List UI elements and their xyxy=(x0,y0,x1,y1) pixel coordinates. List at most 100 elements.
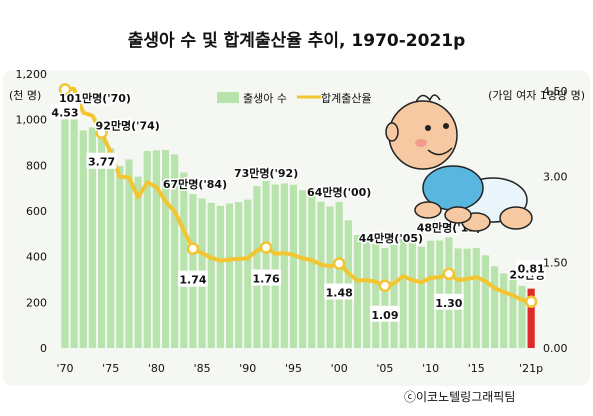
rate-marker xyxy=(442,267,456,281)
rate-label-box xyxy=(177,270,208,287)
left-axis-tick-label: 600 xyxy=(26,205,47,218)
left-axis-tick-label: 800 xyxy=(26,159,47,172)
rate-label-box xyxy=(369,305,400,322)
right-axis-tick-label: 1.50 xyxy=(543,256,568,269)
bar-annotation: 92만명('74) xyxy=(96,119,160,133)
rate-marker xyxy=(332,257,346,270)
bar xyxy=(408,241,416,348)
rate-annotation: 3.77 xyxy=(88,156,115,169)
bar xyxy=(97,137,106,348)
rate-annotation: 1.30 xyxy=(435,297,462,310)
rate-annotation: 4.53 xyxy=(51,106,78,119)
credit-text: ⓒ이코노텔링그래픽팀 xyxy=(404,390,516,404)
rate-marker xyxy=(259,241,273,254)
left-axis-unit: (천 명) xyxy=(9,88,41,102)
x-axis-tick-label: '75 xyxy=(102,362,119,375)
legend-bar-label: 출생아 수 xyxy=(243,92,287,105)
bar xyxy=(509,278,517,348)
bar-annotation: 73만명('92) xyxy=(234,166,298,180)
legend-bar-swatch xyxy=(217,92,239,103)
rate-label-box xyxy=(50,103,80,120)
bar xyxy=(125,159,133,348)
rate-marker xyxy=(378,279,392,293)
chart-panel: 101만명('70) 92만명('74) 67만명('84) 73만명('92) 64만… xyxy=(3,70,590,386)
chart: 101만명('70) 92만명('74) 67만명('84) 73만명('92) 64만… xyxy=(9,70,585,375)
bar-annotation: 64만명('00) xyxy=(307,185,371,199)
bar xyxy=(253,186,261,348)
bar xyxy=(280,183,288,348)
bar-annotation: 101만명('70) xyxy=(59,91,131,105)
rate-label-box xyxy=(433,293,464,310)
bar xyxy=(107,148,115,348)
bar xyxy=(518,285,526,348)
rate-label-box xyxy=(516,259,547,276)
bar xyxy=(225,203,234,348)
x-axis-tick-label: '10 xyxy=(422,362,439,375)
x-axis-tick-label: '95 xyxy=(285,362,302,375)
bar xyxy=(152,150,160,348)
rate-marker xyxy=(95,126,108,139)
bar xyxy=(262,181,270,348)
x-axis-tick-label: '90 xyxy=(239,362,256,375)
bar xyxy=(271,184,279,348)
bar xyxy=(472,248,480,348)
bar xyxy=(326,206,334,348)
x-axis-tick-label: '05 xyxy=(376,362,393,375)
rate-label-box xyxy=(86,152,117,169)
bar xyxy=(308,193,316,348)
right-axis-tick-label: 0.00 xyxy=(543,342,568,355)
rate-marker xyxy=(524,295,538,308)
legend-line-label: 합계출산율 xyxy=(321,92,372,105)
x-axis-tick-label: '70 xyxy=(56,362,73,375)
bar xyxy=(527,288,535,348)
bar xyxy=(445,237,453,348)
bar xyxy=(88,127,97,348)
rate-annotation: 0.81 xyxy=(518,263,545,276)
bar xyxy=(180,172,188,348)
bar xyxy=(61,118,69,348)
right-axis-unit: (가임 여자 1명당 명) xyxy=(488,89,585,102)
bar xyxy=(463,248,471,348)
rate-label-box xyxy=(324,283,355,300)
axes-layer: 0 200 400 600 800 1,000 1,200 0.00 1.50 3.00 4.50 '… xyxy=(16,70,568,375)
right-axis-tick-label: 4.50 xyxy=(543,85,568,98)
bar xyxy=(481,255,490,348)
bar-annotation: 67만명('84) xyxy=(163,177,227,191)
bar xyxy=(171,154,179,348)
bar xyxy=(143,150,151,348)
bar xyxy=(390,245,398,348)
bar xyxy=(207,202,215,348)
page-title: 출생아 수 및 합계출산율 추이, 1970-2021p xyxy=(127,31,466,51)
bar xyxy=(372,239,380,348)
rate-annotation: 1.74 xyxy=(179,274,206,287)
left-axis-tick-label: 1,200 xyxy=(16,70,48,81)
bar xyxy=(134,176,142,348)
bar xyxy=(399,234,407,348)
rate-annotation: 1.48 xyxy=(326,286,353,299)
x-axis-tick-label: '85 xyxy=(194,362,211,375)
left-axis-tick-label: 400 xyxy=(26,251,47,264)
bar xyxy=(161,150,170,348)
bar xyxy=(490,266,499,348)
rate-label-box xyxy=(251,269,282,286)
x-axis-tick-label: '00 xyxy=(331,362,348,375)
bar xyxy=(299,190,307,348)
bar xyxy=(353,234,362,348)
bar xyxy=(70,113,78,349)
legend: 출생아 수 합계출산율 xyxy=(217,92,372,105)
bar xyxy=(363,235,371,348)
bar xyxy=(427,240,435,348)
left-axis-tick-label: 1,000 xyxy=(16,114,48,127)
left-axis-tick-label: 200 xyxy=(26,296,47,309)
baby-illustration xyxy=(385,94,533,232)
bar xyxy=(116,166,124,348)
rate-annotation: 1.09 xyxy=(371,309,398,322)
bar xyxy=(500,273,508,348)
bar xyxy=(79,130,87,348)
rate-annotation: 1.76 xyxy=(253,273,280,286)
bar-annotation: 44만명('05) xyxy=(359,231,423,245)
x-axis-tick-label: '15 xyxy=(468,362,485,375)
bar xyxy=(381,248,389,348)
markers-layer xyxy=(58,83,538,308)
right-axis-tick-label: 3.00 xyxy=(543,171,568,184)
